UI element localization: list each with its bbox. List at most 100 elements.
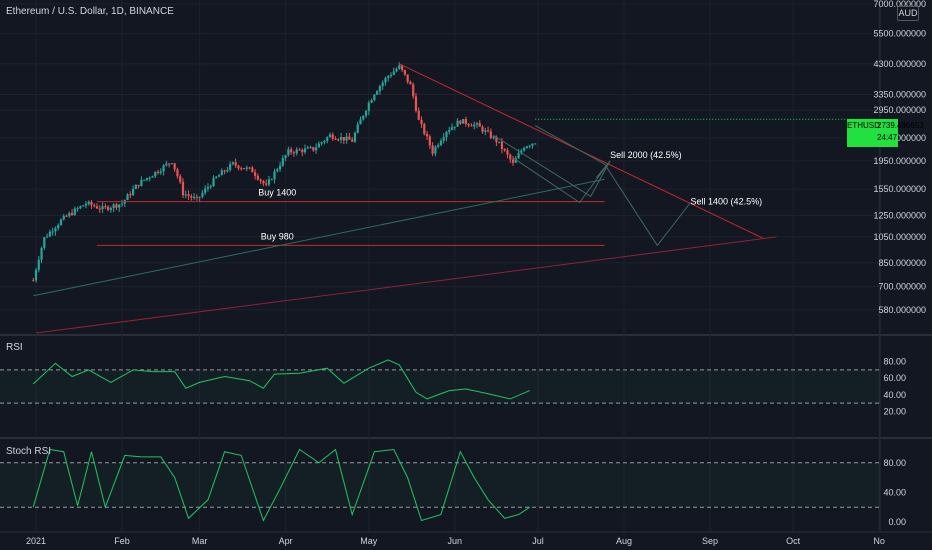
candle-body [267, 179, 271, 185]
stoch-rsi-pane-label: Stoch RSI [6, 446, 52, 457]
candle-body [534, 143, 537, 145]
candle-body [209, 186, 212, 188]
price-tag-value: 2739.486653 [877, 121, 924, 130]
candle-body [256, 175, 259, 180]
candle-body [462, 118, 465, 124]
candle-body [511, 159, 515, 163]
candle-body [226, 169, 229, 172]
rsi-tick-label: 80.00 [883, 357, 906, 367]
candle-body [475, 123, 479, 125]
candle-body [187, 194, 190, 196]
x-tick-label: Sep [702, 536, 718, 546]
candle-body [151, 176, 154, 178]
candle-body [198, 196, 201, 198]
candle-body [323, 140, 326, 143]
candle-body [65, 215, 68, 217]
projection-path [534, 125, 691, 247]
candle-body [54, 228, 57, 232]
candle-body [231, 162, 235, 165]
candle-body [456, 120, 459, 127]
candle-body [503, 148, 506, 151]
candle-body [395, 68, 398, 72]
candle-body [417, 110, 420, 120]
sell-target-label: Sell 2000 (42.5%) [610, 150, 682, 160]
price-tick-label: 4300.000000 [873, 59, 926, 69]
candle-body [143, 179, 146, 181]
candle-body [309, 147, 312, 149]
candle-body [95, 206, 99, 209]
candle-body [104, 206, 107, 208]
candle-body [276, 169, 279, 172]
x-tick-label: Feb [114, 536, 130, 546]
candle-body [437, 145, 440, 147]
rsi-tick-label: 20.00 [883, 406, 906, 416]
candle-body [364, 111, 368, 116]
candle-body [204, 188, 207, 193]
candle-body [403, 69, 406, 75]
candle-body [140, 179, 143, 186]
candle-body [434, 146, 437, 154]
candle-body [45, 236, 49, 238]
price-tick-label: 850.000000 [878, 258, 926, 268]
rsi-band-fill [0, 369, 880, 404]
x-tick-label: Oct [786, 536, 801, 546]
candle-body [126, 194, 129, 201]
candle-body [362, 115, 365, 120]
candle-body [176, 169, 179, 177]
candle-body [273, 171, 276, 180]
candle-body [79, 206, 82, 209]
candle-body [134, 184, 137, 190]
candle-body [59, 219, 63, 225]
candle-body [170, 163, 174, 165]
candle-body [248, 167, 251, 169]
candle-body [195, 196, 198, 198]
price-tick-label: 1950.000000 [873, 156, 926, 166]
candle-body [173, 163, 176, 170]
candle-body [376, 91, 379, 95]
candle-body [342, 137, 345, 141]
rsi-tick-label: 40.00 [883, 390, 906, 400]
candle-body [98, 208, 101, 210]
x-tick-label: Jul [532, 536, 544, 546]
candle-body [206, 187, 210, 189]
candle-body [486, 130, 490, 132]
candle-body [37, 259, 40, 270]
candle-body [192, 196, 196, 198]
candle-body [90, 201, 93, 206]
candle-body [331, 134, 334, 139]
candle-body [414, 96, 418, 111]
candle-body [254, 172, 257, 176]
candle-body [453, 126, 456, 128]
candle-body [109, 208, 112, 210]
candle-body [73, 208, 76, 215]
candle-body [306, 147, 309, 149]
x-tick-label: Mar [192, 536, 208, 546]
candle-body [48, 231, 51, 237]
candle-body [317, 143, 320, 148]
candle-body [129, 194, 132, 196]
candle-body [217, 175, 221, 177]
x-tick-label: Apr [279, 536, 293, 546]
candle-body [412, 84, 415, 97]
currency-badge[interactable]: AUD [897, 6, 919, 21]
candle-body [467, 123, 470, 126]
candle-body [284, 155, 287, 159]
candle-body [145, 178, 149, 180]
candle-body [473, 124, 476, 127]
candle-body [484, 130, 487, 132]
candle-body [450, 127, 454, 130]
projection-path [493, 134, 611, 198]
candle-body [334, 138, 337, 140]
candle-body [229, 164, 232, 170]
candle-body [190, 195, 193, 198]
candle-body [212, 177, 215, 187]
candle-body [156, 171, 160, 173]
candle-body [181, 182, 185, 196]
candle-body [278, 165, 282, 170]
candle-body [370, 100, 373, 103]
candle-body [281, 158, 284, 166]
candle-body [242, 168, 246, 170]
candle-body [378, 86, 382, 92]
stoch-rsi-line [32, 448, 530, 522]
